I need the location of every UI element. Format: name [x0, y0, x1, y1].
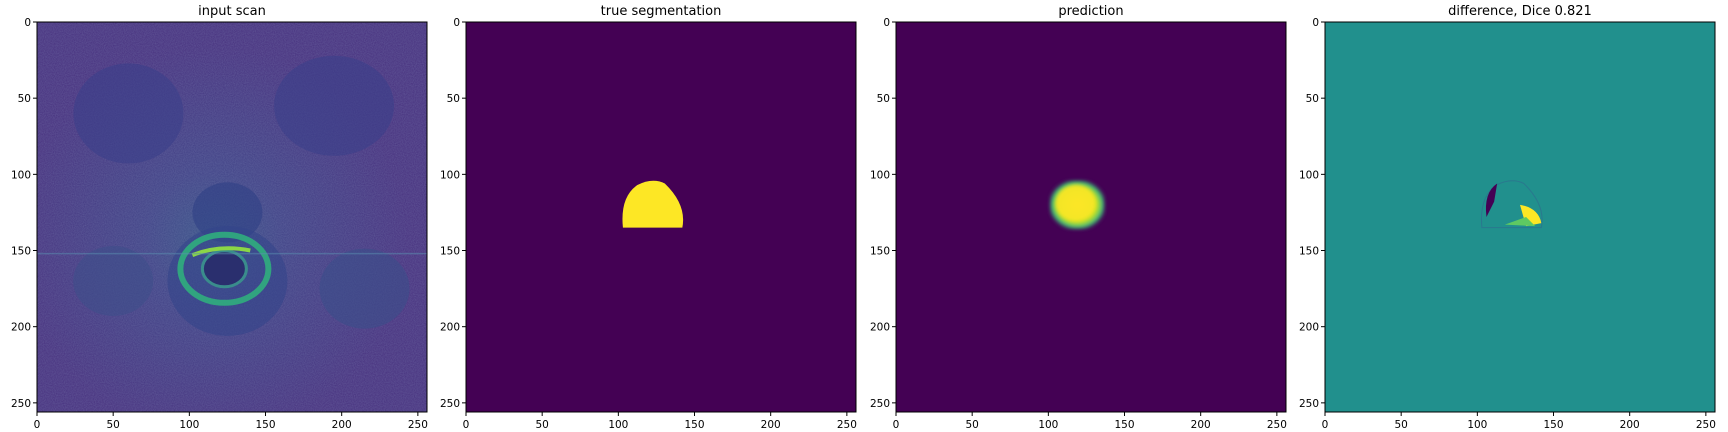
input-scan-x-tick-label: 250: [408, 419, 428, 431]
scan-structure: [73, 63, 184, 164]
true-segmentation-x-tick-label: 0: [463, 419, 470, 431]
scan-ring-center: [200, 249, 248, 289]
input-scan-y-tick-label: 100: [11, 169, 31, 181]
input-scan-y-tick-label: 250: [11, 398, 31, 410]
input-scan-y-tick-label: 200: [11, 322, 31, 334]
prediction-image: [896, 22, 1286, 412]
input-scan-x-tick-label: 50: [106, 419, 119, 431]
prediction-title: prediction: [1058, 4, 1123, 19]
true-segmentation-x-tick-label: 250: [837, 419, 857, 431]
true-segmentation-y-tick-label: 50: [447, 93, 460, 105]
prediction-y-tick-label: 100: [870, 169, 890, 181]
input-scan-image: [37, 22, 427, 412]
input-scan-x-tick-label: 100: [179, 419, 199, 431]
difference-frame: [1324, 21, 1716, 413]
predicted-mask-core: [1055, 185, 1096, 222]
difference-positive-edge: [1504, 217, 1536, 227]
difference-title: difference, Dice 0.821: [1448, 4, 1592, 19]
input-scan-y-tick-label: 50: [18, 93, 31, 105]
prediction-x-tick-label: 0: [893, 419, 900, 431]
input-scan-x-tick-label: 200: [332, 419, 352, 431]
prediction-x-tick-label: 100: [1038, 419, 1058, 431]
difference-y-tick-label: 150: [1299, 246, 1319, 258]
difference-y-tick-label: 0: [1312, 17, 1319, 29]
true-segmentation-y-tick-label: 150: [440, 246, 460, 258]
input-scan-y-tick-label: 150: [11, 246, 31, 258]
scan-structure: [73, 245, 154, 316]
difference-x-tick-label: 150: [1543, 419, 1563, 431]
scan-structure: [192, 182, 263, 243]
input-scan-x-tick-label: 0: [34, 419, 41, 431]
true-segmentation-x-tick-label: 50: [535, 419, 548, 431]
difference-y-tick-label: 50: [1306, 93, 1319, 105]
prediction-frame: [895, 21, 1287, 413]
prediction-x-tick-label: 150: [1114, 419, 1134, 431]
true-segmentation-y-tick-label: 250: [440, 398, 460, 410]
true-segmentation-y-tick-label: 0: [453, 17, 460, 29]
difference-y-tick-label: 200: [1299, 322, 1319, 334]
true-segmentation-y-tick-label: 100: [440, 169, 460, 181]
prediction-y-tick-label: 250: [870, 398, 890, 410]
true-segmentation-title: true segmentation: [601, 4, 722, 19]
input-scan-frame: [36, 21, 428, 413]
true-segmentation-x-tick-label: 100: [608, 419, 628, 431]
scan-bright-ring: [177, 231, 272, 306]
scan-structure: [274, 55, 395, 156]
difference-negative: [1485, 183, 1498, 217]
prediction-y-tick-label: 200: [870, 322, 890, 334]
prediction-x-tick-label: 250: [1267, 419, 1287, 431]
true-segmentation-image: [466, 22, 856, 412]
difference-x-tick-label: 100: [1467, 419, 1487, 431]
true-mask: [622, 180, 684, 228]
scan-structure: [319, 248, 410, 329]
prediction-y-tick-label: 150: [870, 246, 890, 258]
true-segmentation-frame: [465, 21, 857, 413]
true-segmentation-x-tick-label: 150: [684, 419, 704, 431]
difference-x-tick-label: 0: [1322, 419, 1329, 431]
difference-image: [1325, 22, 1715, 412]
prediction-y-tick-label: 50: [877, 93, 890, 105]
difference-x-tick-label: 50: [1394, 419, 1407, 431]
input-scan-x-tick-label: 150: [255, 419, 275, 431]
difference-y-tick-label: 100: [1299, 169, 1319, 181]
prediction-y-tick-label: 0: [883, 17, 890, 29]
true-segmentation-y-tick-label: 200: [440, 322, 460, 334]
difference-x-tick-label: 200: [1620, 419, 1640, 431]
prediction-x-tick-label: 50: [965, 419, 978, 431]
prediction-x-tick-label: 200: [1191, 419, 1211, 431]
true-segmentation-x-tick-label: 200: [761, 419, 781, 431]
input-scan-y-tick-label: 0: [24, 17, 31, 29]
difference-x-tick-label: 250: [1696, 419, 1716, 431]
input-scan-title: input scan: [198, 4, 266, 19]
difference-y-tick-label: 250: [1299, 398, 1319, 410]
